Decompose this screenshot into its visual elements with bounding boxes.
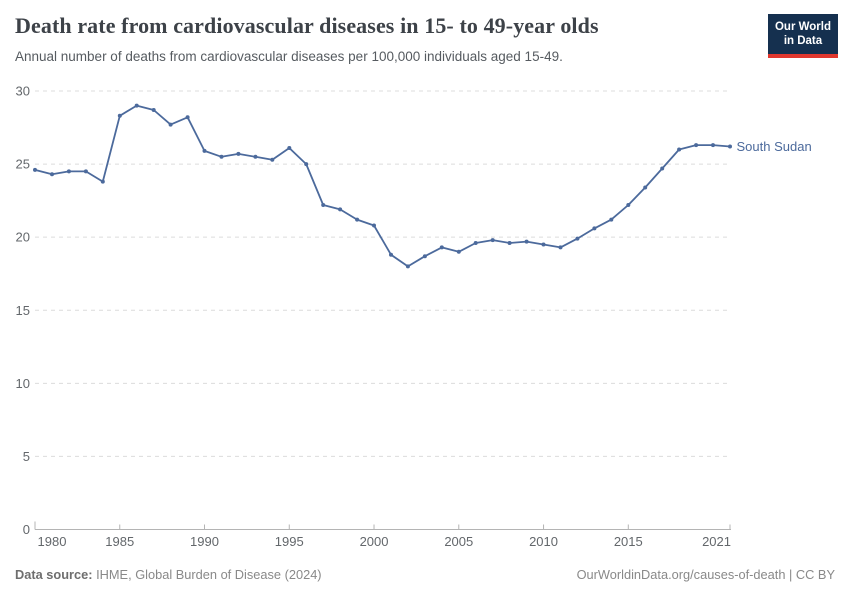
x-tick-label: 2005 [444, 534, 473, 549]
y-tick-label: 25 [16, 157, 30, 172]
data-point[interactable] [355, 217, 360, 222]
x-tick-label: 2015 [614, 534, 643, 549]
x-tick-label: 2010 [529, 534, 558, 549]
chart-subtitle: Annual number of deaths from cardiovascu… [15, 49, 563, 64]
x-tick-label: 1990 [190, 534, 219, 549]
chart-footer: Data source: IHME, Global Burden of Dise… [15, 567, 835, 582]
series-label-south-sudan[interactable]: South Sudan [737, 139, 812, 154]
data-point[interactable] [253, 154, 258, 159]
data-point[interactable] [677, 147, 682, 152]
data-point[interactable] [236, 151, 241, 156]
page-title: Death rate from cardiovascular diseases … [15, 13, 599, 38]
data-point[interactable] [372, 223, 376, 228]
y-tick-label: 0 [23, 522, 30, 537]
data-point[interactable] [405, 264, 410, 269]
x-tick-label: 2000 [360, 534, 389, 549]
data-point[interactable] [202, 148, 207, 153]
owid-logo: Our World in Data [767, 14, 838, 58]
data-point[interactable] [643, 185, 648, 190]
data-point[interactable] [558, 245, 563, 250]
data-point[interactable] [338, 207, 343, 212]
data-point[interactable] [422, 254, 427, 259]
data-point[interactable] [185, 115, 190, 120]
data-point[interactable] [33, 167, 37, 172]
data-point[interactable] [694, 143, 699, 148]
data-point[interactable] [541, 242, 546, 247]
data-point[interactable] [660, 166, 665, 171]
data-point[interactable] [389, 252, 393, 257]
x-tick-label: 1995 [275, 534, 304, 549]
data-point[interactable] [168, 122, 173, 127]
data-point[interactable] [117, 113, 122, 118]
data-point[interactable] [524, 239, 529, 244]
data-point[interactable] [575, 236, 580, 241]
y-tick-label: 20 [16, 230, 30, 245]
y-tick-label: 5 [23, 449, 30, 464]
data-point[interactable] [609, 217, 614, 222]
data-point[interactable] [456, 249, 461, 254]
data-source-value: IHME, Global Burden of Disease (2024) [96, 567, 322, 582]
x-tick-label: 2021 [702, 534, 731, 549]
data-point[interactable] [321, 203, 326, 207]
data-point[interactable] [100, 179, 105, 184]
data-point[interactable] [151, 108, 156, 112]
x-tick-label: 1980 [38, 534, 67, 549]
owid-logo-line1: Our World [774, 21, 831, 33]
data-point[interactable] [439, 245, 444, 250]
data-line-south-sudan[interactable] [34, 104, 731, 268]
y-tick-label: 10 [16, 376, 30, 391]
data-source-text: Data source: IHME, Global Burden of Dise… [15, 567, 322, 582]
data-point[interactable] [490, 238, 495, 243]
data-point[interactable] [711, 143, 715, 148]
data-point[interactable] [473, 241, 478, 245]
credit-link[interactable]: OurWorldinData.org/causes-of-death | CC … [576, 567, 835, 582]
data-point[interactable] [66, 169, 71, 174]
data-source-label: Data source: [15, 567, 93, 582]
data-point[interactable] [134, 103, 139, 108]
x-tick-label: 1985 [105, 534, 134, 549]
data-point[interactable] [50, 172, 54, 177]
data-point[interactable] [304, 162, 309, 167]
owid-logo-line2: in Data [783, 35, 823, 47]
data-point[interactable] [507, 241, 512, 245]
data-point[interactable] [728, 144, 732, 149]
y-tick-label: 30 [16, 84, 30, 99]
data-point[interactable] [270, 157, 275, 162]
data-point[interactable] [83, 169, 88, 174]
data-point[interactable] [592, 226, 597, 231]
data-point[interactable] [219, 154, 224, 159]
y-tick-label: 15 [16, 303, 30, 318]
data-point[interactable] [287, 146, 292, 150]
data-point[interactable] [626, 203, 631, 207]
